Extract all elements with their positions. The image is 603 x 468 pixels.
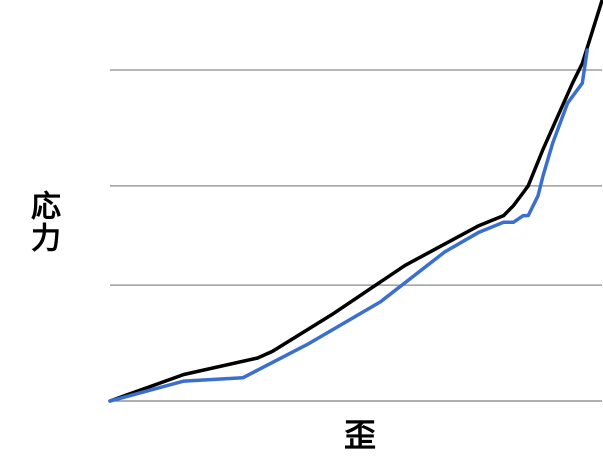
series-lines <box>108 0 603 403</box>
x-axis-label: 歪 <box>343 416 376 454</box>
series-line-0 <box>108 0 603 403</box>
y-axis-label: 応力 <box>25 190 60 254</box>
gridlines <box>110 69 602 402</box>
series-line-1 <box>108 48 589 403</box>
